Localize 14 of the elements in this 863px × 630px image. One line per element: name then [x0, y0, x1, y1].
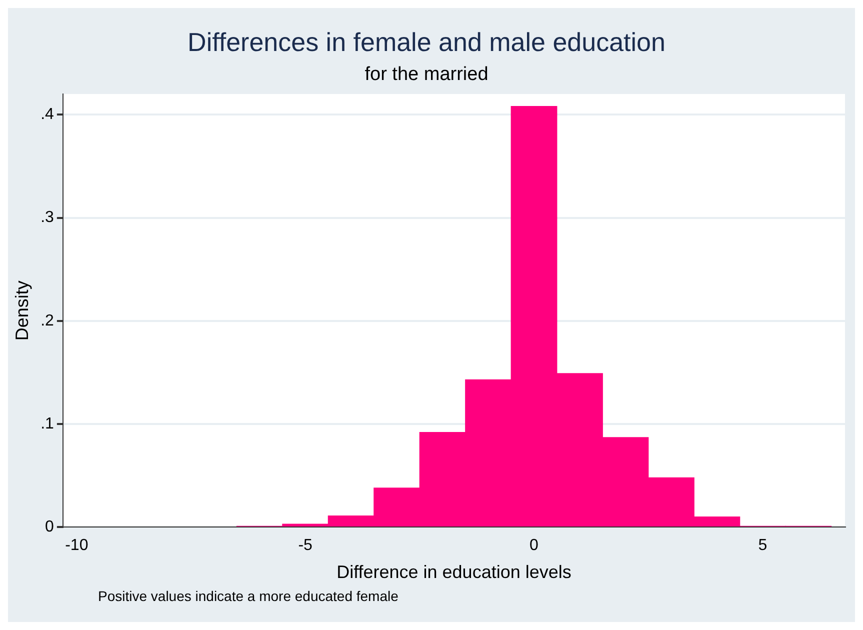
y-axis-title: Density	[12, 280, 32, 341]
y-tick-label: .1	[40, 415, 54, 432]
y-tick-label: .2	[40, 312, 54, 330]
y-tick-label: .4	[40, 106, 54, 124]
x-axis-title: Difference in education levels	[336, 562, 572, 582]
x-tick-label: -10	[65, 537, 88, 554]
text: Positive values indicate a more educated female	[97, 588, 400, 604]
x-tick-label: 0	[530, 537, 539, 554]
chart-title: Differences in female and male education	[188, 26, 666, 57]
x-tick-label: 5	[758, 537, 768, 554]
x-tick-label: -5	[298, 537, 313, 554]
y-tick-label: 0	[45, 518, 54, 536]
y-tick-label: .3	[40, 209, 54, 226]
chart-subtitle: for the married	[364, 64, 488, 85]
